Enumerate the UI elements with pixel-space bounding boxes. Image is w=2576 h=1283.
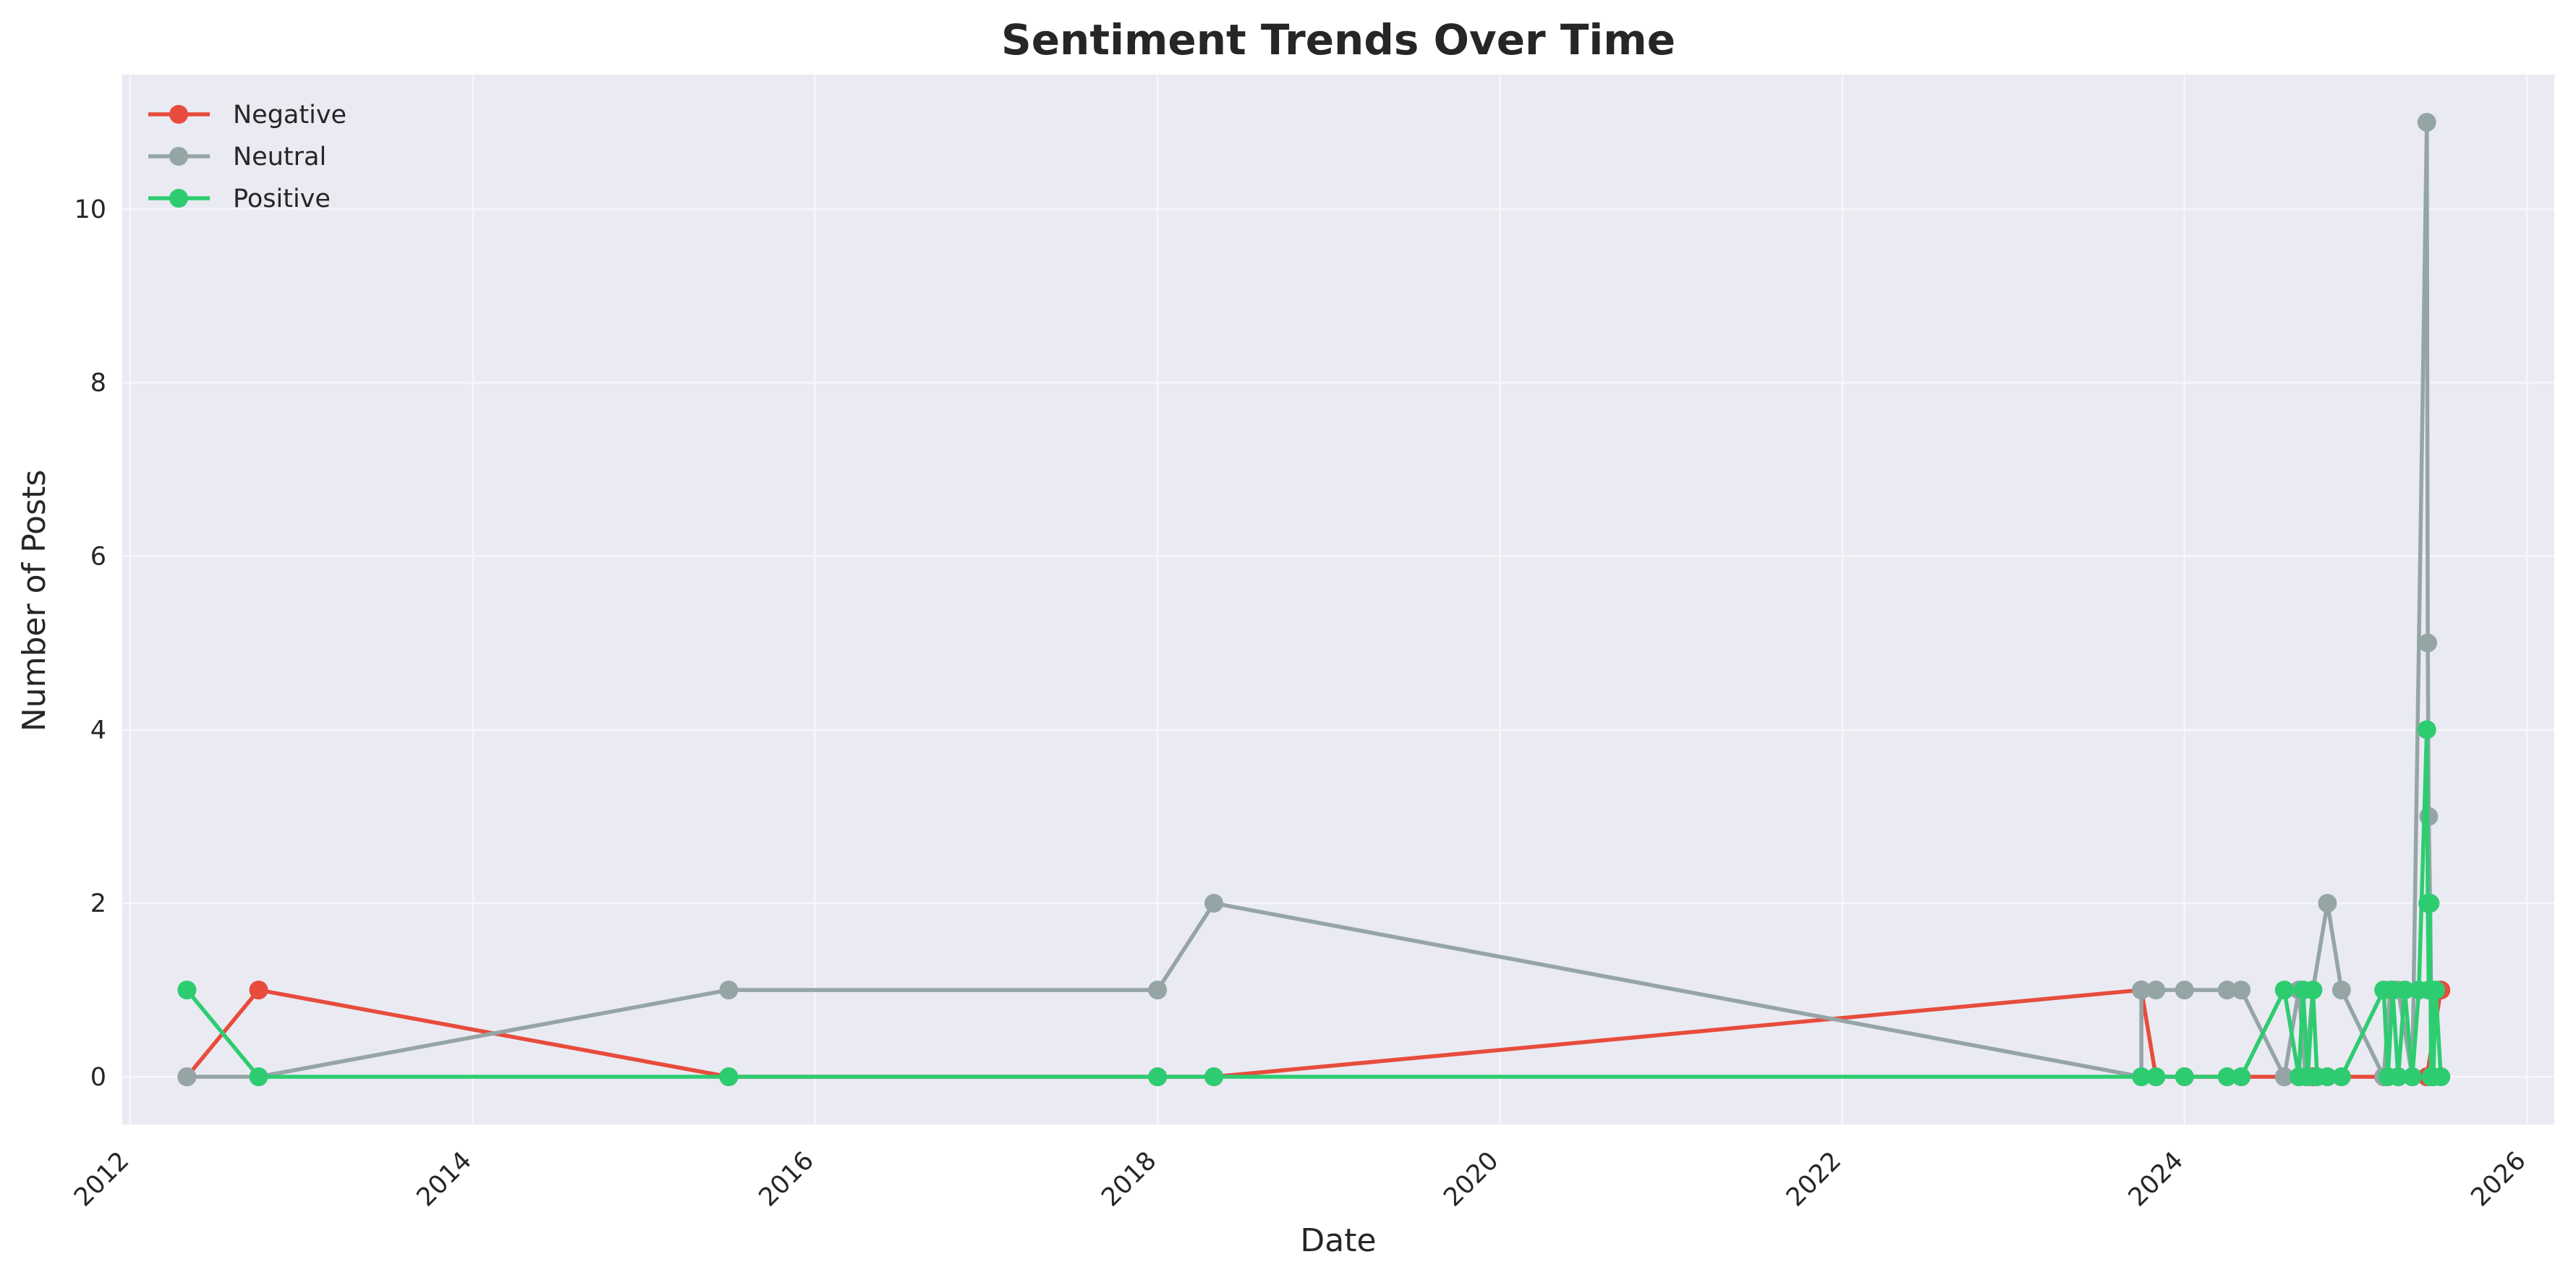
positive-point (2426, 981, 2446, 1000)
neutral-point (2331, 981, 2351, 1000)
neutral-point (1204, 894, 1223, 913)
neutral-point (2175, 981, 2194, 1000)
y-tick-label: 10 (74, 195, 106, 224)
positive-point (719, 1067, 739, 1087)
positive-point (2217, 1067, 2237, 1087)
legend-item-negative: Negative (148, 101, 347, 130)
grid-lines (122, 75, 2554, 1125)
legend-label: Negative (233, 101, 347, 130)
y-tick-label: 6 (90, 543, 106, 572)
positive-point (2175, 1067, 2194, 1087)
y-axis-ticks: 0 2 4 6 8 10 (74, 195, 106, 1092)
x-tick-label: 2024 (2123, 1146, 2189, 1212)
x-tick-label: 2026 (2466, 1146, 2532, 1212)
legend-item-neutral: Neutral (148, 143, 326, 172)
neutral-point (2418, 633, 2438, 653)
legend-swatch-marker (169, 105, 188, 124)
neutral-point (719, 981, 739, 1000)
neutral-point (2417, 112, 2436, 132)
chart-title: Sentiment Trends Over Time (1001, 15, 1675, 64)
positive-point (249, 1067, 268, 1087)
y-tick-label: 4 (90, 716, 106, 745)
positive-point (1204, 1067, 1223, 1087)
x-tick-label: 2016 (754, 1146, 820, 1212)
legend-label: Neutral (233, 143, 326, 172)
neutral-point (177, 1067, 197, 1087)
positive-point (2402, 1067, 2422, 1087)
x-tick-label: 2012 (69, 1146, 135, 1212)
x-axis-label: Date (1300, 1222, 1376, 1259)
positive-point (2331, 1067, 2351, 1087)
neutral-point (2318, 894, 2337, 913)
x-tick-label: 2018 (1096, 1146, 1162, 1212)
positive-point (2431, 1067, 2451, 1087)
neutral-point (1148, 981, 1168, 1000)
x-tick-label: 2022 (1781, 1146, 1847, 1212)
y-tick-label: 8 (90, 369, 106, 398)
neutral-point (2146, 981, 2166, 1000)
positive-point (2232, 1067, 2251, 1087)
positive-point (2395, 981, 2415, 1000)
neutral-point (2132, 981, 2151, 1000)
plot-background (122, 75, 2554, 1125)
positive-point (2420, 894, 2440, 913)
x-tick-label: 2014 (412, 1146, 477, 1212)
x-axis-ticks: 2012 2014 2016 2018 2020 2022 2024 2026 (69, 1146, 2532, 1212)
y-axis-label: Number of Posts (16, 470, 53, 732)
positive-point (2274, 981, 2294, 1000)
positive-point (2318, 1067, 2337, 1087)
neutral-point (2274, 1067, 2294, 1087)
legend-swatch-marker (169, 147, 188, 166)
positive-point (2417, 720, 2436, 740)
positive-point (2303, 981, 2323, 1000)
negative-point (249, 981, 268, 1000)
legend: Negative Neutral Positive (148, 101, 347, 213)
series-positive (177, 720, 2451, 1087)
positive-point (1148, 1067, 1168, 1087)
positive-point (177, 981, 197, 1000)
y-tick-label: 0 (90, 1063, 106, 1092)
legend-item-positive: Positive (148, 185, 331, 213)
series-layer (177, 112, 2451, 1087)
positive-point (2146, 1067, 2166, 1087)
legend-swatch-marker (169, 189, 188, 208)
neutral-point (2217, 981, 2237, 1000)
x-tick-label: 2020 (1438, 1146, 1504, 1212)
y-tick-label: 2 (90, 889, 106, 918)
legend-label: Positive (233, 185, 331, 213)
positive-point (2389, 1067, 2408, 1087)
neutral-point (2232, 981, 2251, 1000)
positive-point (2132, 1067, 2151, 1087)
